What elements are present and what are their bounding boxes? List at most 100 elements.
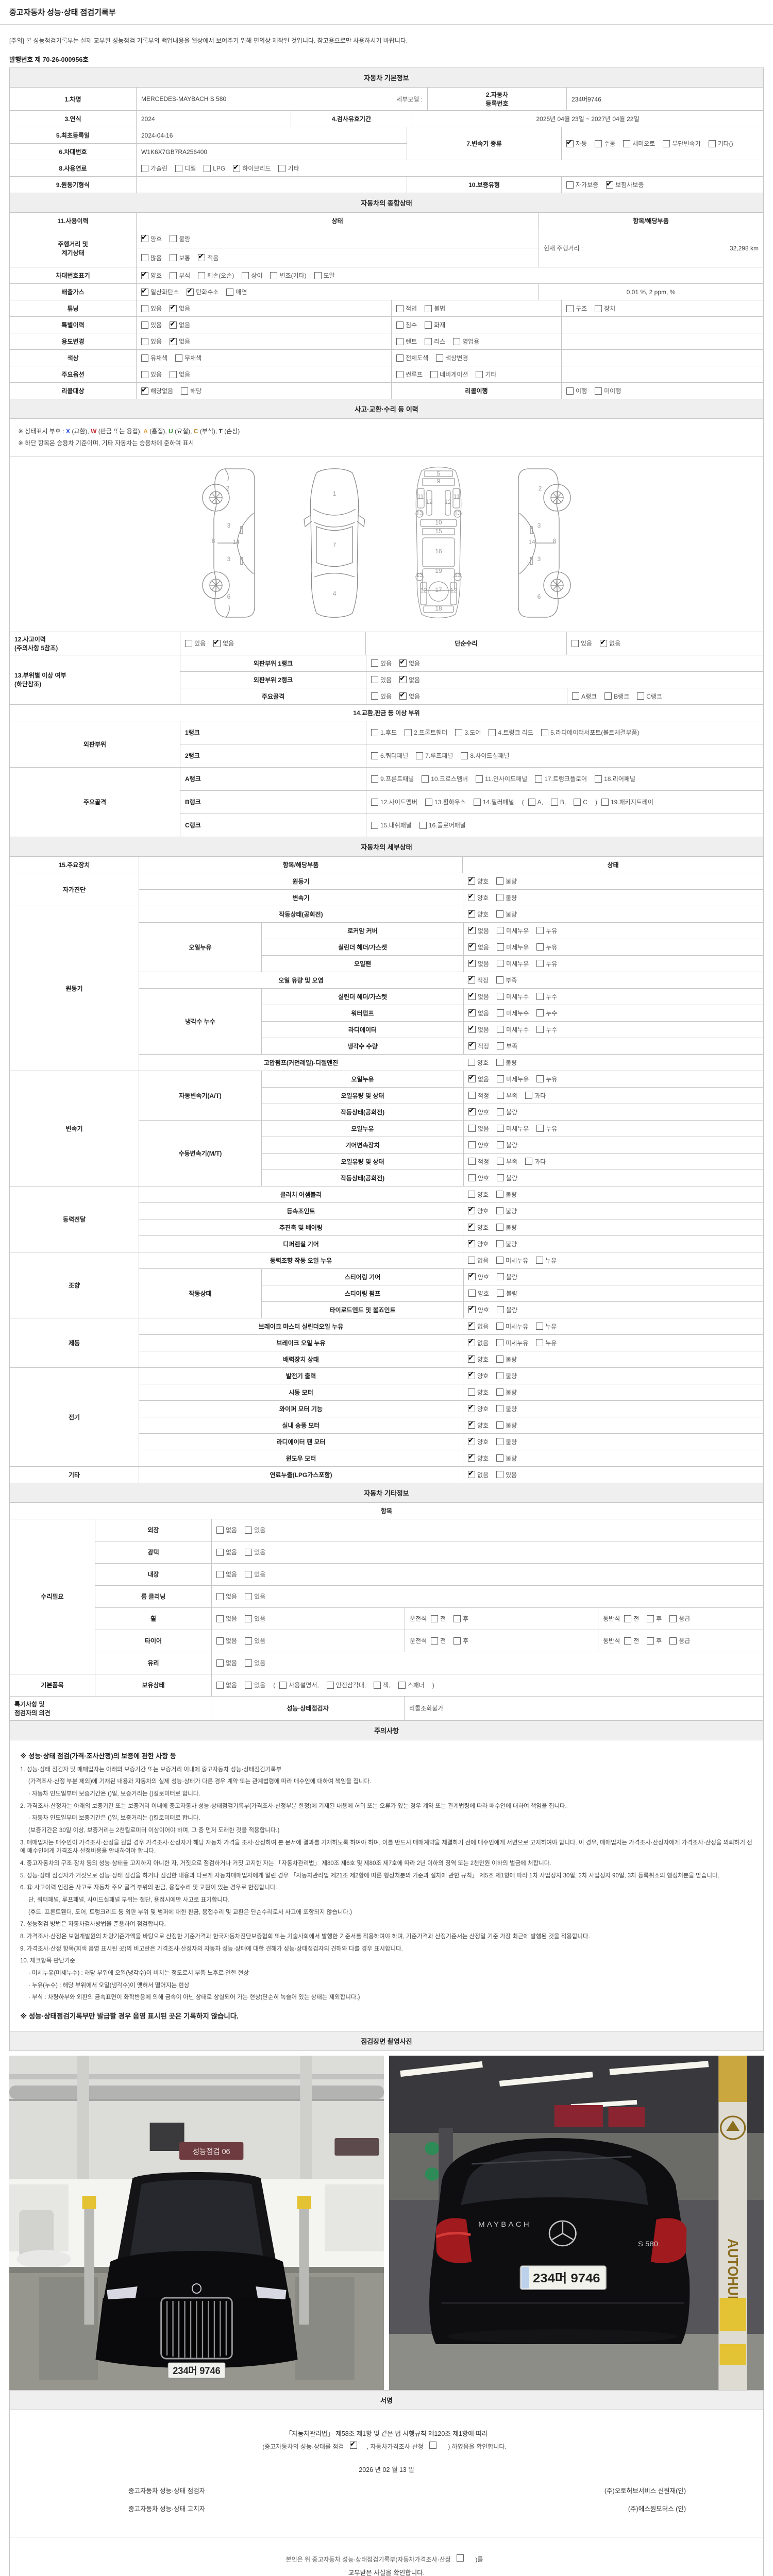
checkbox-unchecked[interactable] xyxy=(425,337,432,345)
checkbox-unchecked[interactable] xyxy=(536,1026,544,1033)
checkbox-unchecked[interactable] xyxy=(496,1339,504,1347)
checkbox-checked[interactable] xyxy=(468,908,475,918)
checkbox-unchecked[interactable] xyxy=(198,272,206,279)
checkbox-unchecked[interactable] xyxy=(245,1526,253,1534)
checkbox-unchecked[interactable] xyxy=(453,1615,461,1622)
checkbox-checked[interactable] xyxy=(141,385,148,395)
checkbox-checked[interactable] xyxy=(399,690,407,700)
checkbox-unchecked[interactable] xyxy=(566,304,574,312)
checkbox-unchecked[interactable] xyxy=(536,1323,544,1330)
checkbox-unchecked[interactable] xyxy=(497,927,505,935)
checkbox-checked[interactable] xyxy=(468,1304,476,1314)
checkbox-unchecked[interactable] xyxy=(496,1372,504,1380)
checkbox-unchecked[interactable] xyxy=(468,1174,476,1182)
checkbox-unchecked[interactable] xyxy=(453,1637,461,1645)
checkbox-unchecked[interactable] xyxy=(496,1323,504,1330)
checkbox-checked[interactable] xyxy=(468,1238,475,1248)
checkbox-checked[interactable] xyxy=(468,941,476,951)
checkbox-unchecked[interactable] xyxy=(326,1681,334,1689)
checkbox-unchecked[interactable] xyxy=(536,1075,544,1083)
checkbox-unchecked[interactable] xyxy=(497,1092,505,1099)
checkbox-checked[interactable] xyxy=(468,1403,475,1413)
checkbox-unchecked[interactable] xyxy=(216,1615,224,1622)
checkbox-unchecked[interactable] xyxy=(242,272,249,279)
checkbox-checked[interactable] xyxy=(468,1320,475,1330)
checkbox-unchecked[interactable] xyxy=(425,798,432,806)
checkbox-checked[interactable] xyxy=(468,1222,475,1231)
checkbox-unchecked[interactable] xyxy=(624,1637,632,1645)
checkbox-unchecked[interactable] xyxy=(216,1548,224,1556)
checkbox-unchecked[interactable] xyxy=(279,1681,287,1689)
checkbox-unchecked[interactable] xyxy=(528,798,535,806)
checkbox-unchecked[interactable] xyxy=(170,254,177,261)
checkbox-unchecked[interactable] xyxy=(468,1290,476,1297)
checkbox-unchecked[interactable] xyxy=(468,1141,476,1149)
checkbox-unchecked[interactable] xyxy=(497,1174,505,1182)
checkbox-unchecked[interactable] xyxy=(371,692,378,700)
checkbox-checked[interactable] xyxy=(468,958,476,968)
checkbox-unchecked[interactable] xyxy=(550,798,558,806)
checkbox-unchecked[interactable] xyxy=(497,1009,505,1017)
checkbox-unchecked[interactable] xyxy=(141,304,148,312)
checkbox-unchecked[interactable] xyxy=(536,1009,544,1017)
checkbox-unchecked[interactable] xyxy=(396,354,404,362)
checkbox-unchecked[interactable] xyxy=(496,1388,504,1396)
checkbox-unchecked[interactable] xyxy=(497,960,505,968)
checkbox-unchecked[interactable] xyxy=(371,798,378,806)
checkbox-checked[interactable] xyxy=(468,1007,476,1017)
checkbox-unchecked[interactable] xyxy=(245,1637,253,1645)
checkbox-checked[interactable] xyxy=(170,319,177,329)
checkbox-checked[interactable] xyxy=(468,1040,476,1050)
checkbox-unchecked[interactable] xyxy=(216,1659,224,1667)
checkbox-unchecked[interactable] xyxy=(141,337,148,345)
checkbox-unchecked[interactable] xyxy=(245,1681,253,1689)
checkbox-checked[interactable] xyxy=(468,925,476,935)
checkbox-unchecked[interactable] xyxy=(371,676,378,684)
checkbox-unchecked[interactable] xyxy=(497,1042,505,1050)
checkbox-unchecked[interactable] xyxy=(396,321,404,329)
checkbox-unchecked[interactable] xyxy=(468,1059,475,1066)
checkbox-unchecked[interactable] xyxy=(496,1207,504,1215)
checkbox-unchecked[interactable] xyxy=(473,798,481,806)
checkbox-unchecked[interactable] xyxy=(595,775,602,783)
checkbox-unchecked[interactable] xyxy=(496,1454,504,1462)
checkbox-unchecked[interactable] xyxy=(497,1108,505,1116)
checkbox-checked[interactable] xyxy=(187,286,194,296)
checkbox-checked[interactable] xyxy=(606,179,614,189)
checkbox-unchecked[interactable] xyxy=(637,692,645,700)
checkbox-unchecked[interactable] xyxy=(497,1290,505,1297)
checkbox-checked[interactable] xyxy=(141,233,148,242)
checkbox-unchecked[interactable] xyxy=(566,387,574,395)
checkbox-unchecked[interactable] xyxy=(141,354,148,362)
checkbox-unchecked[interactable] xyxy=(468,1257,475,1264)
checkbox-checked[interactable] xyxy=(468,1337,475,1347)
checkbox-checked[interactable] xyxy=(170,303,177,312)
checkbox-unchecked[interactable] xyxy=(496,877,504,885)
checkbox-unchecked[interactable] xyxy=(175,164,183,172)
checkbox-checked[interactable] xyxy=(468,875,475,885)
checkbox-unchecked[interactable] xyxy=(496,1191,504,1198)
checkbox-checked[interactable] xyxy=(213,638,221,647)
checkbox-unchecked[interactable] xyxy=(371,659,378,667)
checkbox-unchecked[interactable] xyxy=(216,1681,224,1689)
checkbox-unchecked[interactable] xyxy=(431,1637,439,1645)
checkbox-unchecked[interactable] xyxy=(572,692,579,700)
checkbox-unchecked[interactable] xyxy=(461,752,468,759)
checkbox-unchecked[interactable] xyxy=(595,304,602,312)
checkbox-unchecked[interactable] xyxy=(497,943,505,951)
checkbox-unchecked[interactable] xyxy=(525,1092,533,1099)
checkbox-unchecked[interactable] xyxy=(425,304,432,312)
checkbox-unchecked[interactable] xyxy=(497,1273,505,1281)
checkbox-unchecked[interactable] xyxy=(496,1240,504,1248)
checkbox-unchecked[interactable] xyxy=(453,337,461,345)
checkbox-unchecked[interactable] xyxy=(574,798,581,806)
checkbox-unchecked[interactable] xyxy=(536,943,544,951)
checkbox-unchecked[interactable] xyxy=(468,1388,475,1396)
checkbox-unchecked[interactable] xyxy=(216,1592,224,1600)
checkbox-unchecked[interactable] xyxy=(371,775,378,783)
checkbox-unchecked[interactable] xyxy=(170,272,177,279)
checkbox-unchecked[interactable] xyxy=(314,272,322,279)
checkbox-unchecked[interactable] xyxy=(497,1125,505,1132)
checkbox-unchecked[interactable] xyxy=(541,728,548,736)
checkbox-unchecked[interactable] xyxy=(468,1158,476,1165)
